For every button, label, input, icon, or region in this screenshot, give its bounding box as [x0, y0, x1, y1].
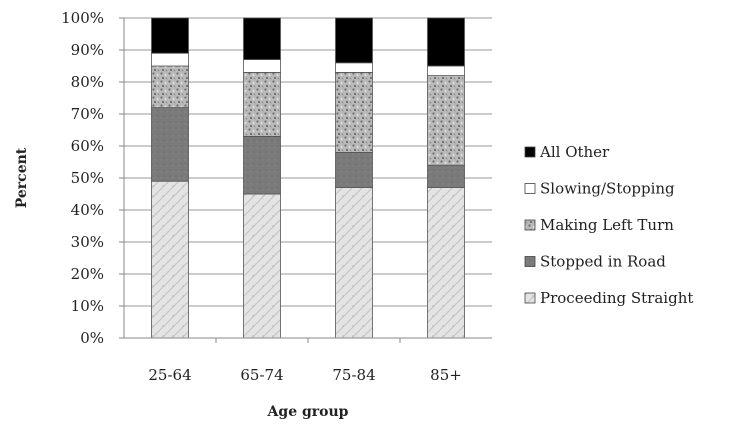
y-tick-label: 80%	[71, 73, 104, 91]
x-tick-label: 25-64	[148, 366, 191, 384]
x-tick-labels: 25-64 65-74 75-84 85+	[148, 366, 461, 384]
x-tick-label: 85+	[430, 366, 462, 384]
bars-group	[151, 17, 465, 343]
y-tick-label: 100%	[61, 9, 104, 27]
y-tick-label: 0%	[80, 329, 104, 347]
bar-segment	[335, 187, 373, 339]
bar-segment	[427, 75, 465, 166]
x-axis-title: Age group	[267, 404, 349, 420]
legend-label: All Other	[539, 143, 610, 161]
bar-segment	[427, 65, 465, 77]
bar-segment	[335, 151, 373, 188]
y-tick-label: 90%	[71, 41, 104, 59]
axes	[123, 18, 492, 339]
bar-segment	[151, 180, 189, 339]
legend-swatch	[524, 292, 536, 304]
x-tick-label: 75-84	[332, 366, 375, 384]
bar-segment	[427, 17, 465, 67]
legend: All Other Slowing/Stopping Making Left Tur…	[524, 143, 693, 307]
y-tick-label: 30%	[71, 233, 104, 251]
bar-segment	[427, 164, 465, 188]
legend-swatch	[524, 219, 536, 231]
legend-label: Stopped in Road	[540, 253, 666, 271]
x-tick-label: 65-74	[240, 366, 283, 384]
bar-segment	[151, 65, 189, 108]
y-tick-label: 20%	[71, 265, 104, 283]
bar-segment	[243, 17, 281, 60]
bar-segment	[243, 193, 281, 339]
legend-label: Making Left Turn	[540, 216, 674, 234]
y-axis-title: Percent	[14, 147, 30, 208]
bar-segment	[151, 52, 189, 67]
bar-segment	[243, 59, 281, 73]
y-tick-labels: 0% 10% 20% 30% 40% 50% 60% 70% 80% 90% 100%	[61, 9, 104, 347]
bar-segment	[243, 72, 281, 137]
y-tick-label: 40%	[71, 201, 104, 219]
bar-segment	[243, 135, 281, 195]
y-tick-label: 50%	[71, 169, 104, 187]
bar-segment	[151, 17, 189, 54]
bar-segment	[335, 62, 373, 73]
legend-swatch	[524, 256, 536, 267]
bar-segment	[335, 72, 373, 153]
y-tick-label: 70%	[71, 105, 104, 123]
legend-label: Proceeding Straight	[540, 289, 693, 307]
y-tick-label: 10%	[71, 297, 104, 315]
legend-swatch	[524, 183, 536, 194]
legend-label: Slowing/Stopping	[540, 180, 675, 198]
bar-segment	[335, 17, 373, 64]
y-tick-label: 60%	[71, 137, 104, 155]
legend-swatch	[524, 146, 536, 158]
bar-segment	[427, 187, 465, 339]
bar-segment	[151, 107, 189, 182]
